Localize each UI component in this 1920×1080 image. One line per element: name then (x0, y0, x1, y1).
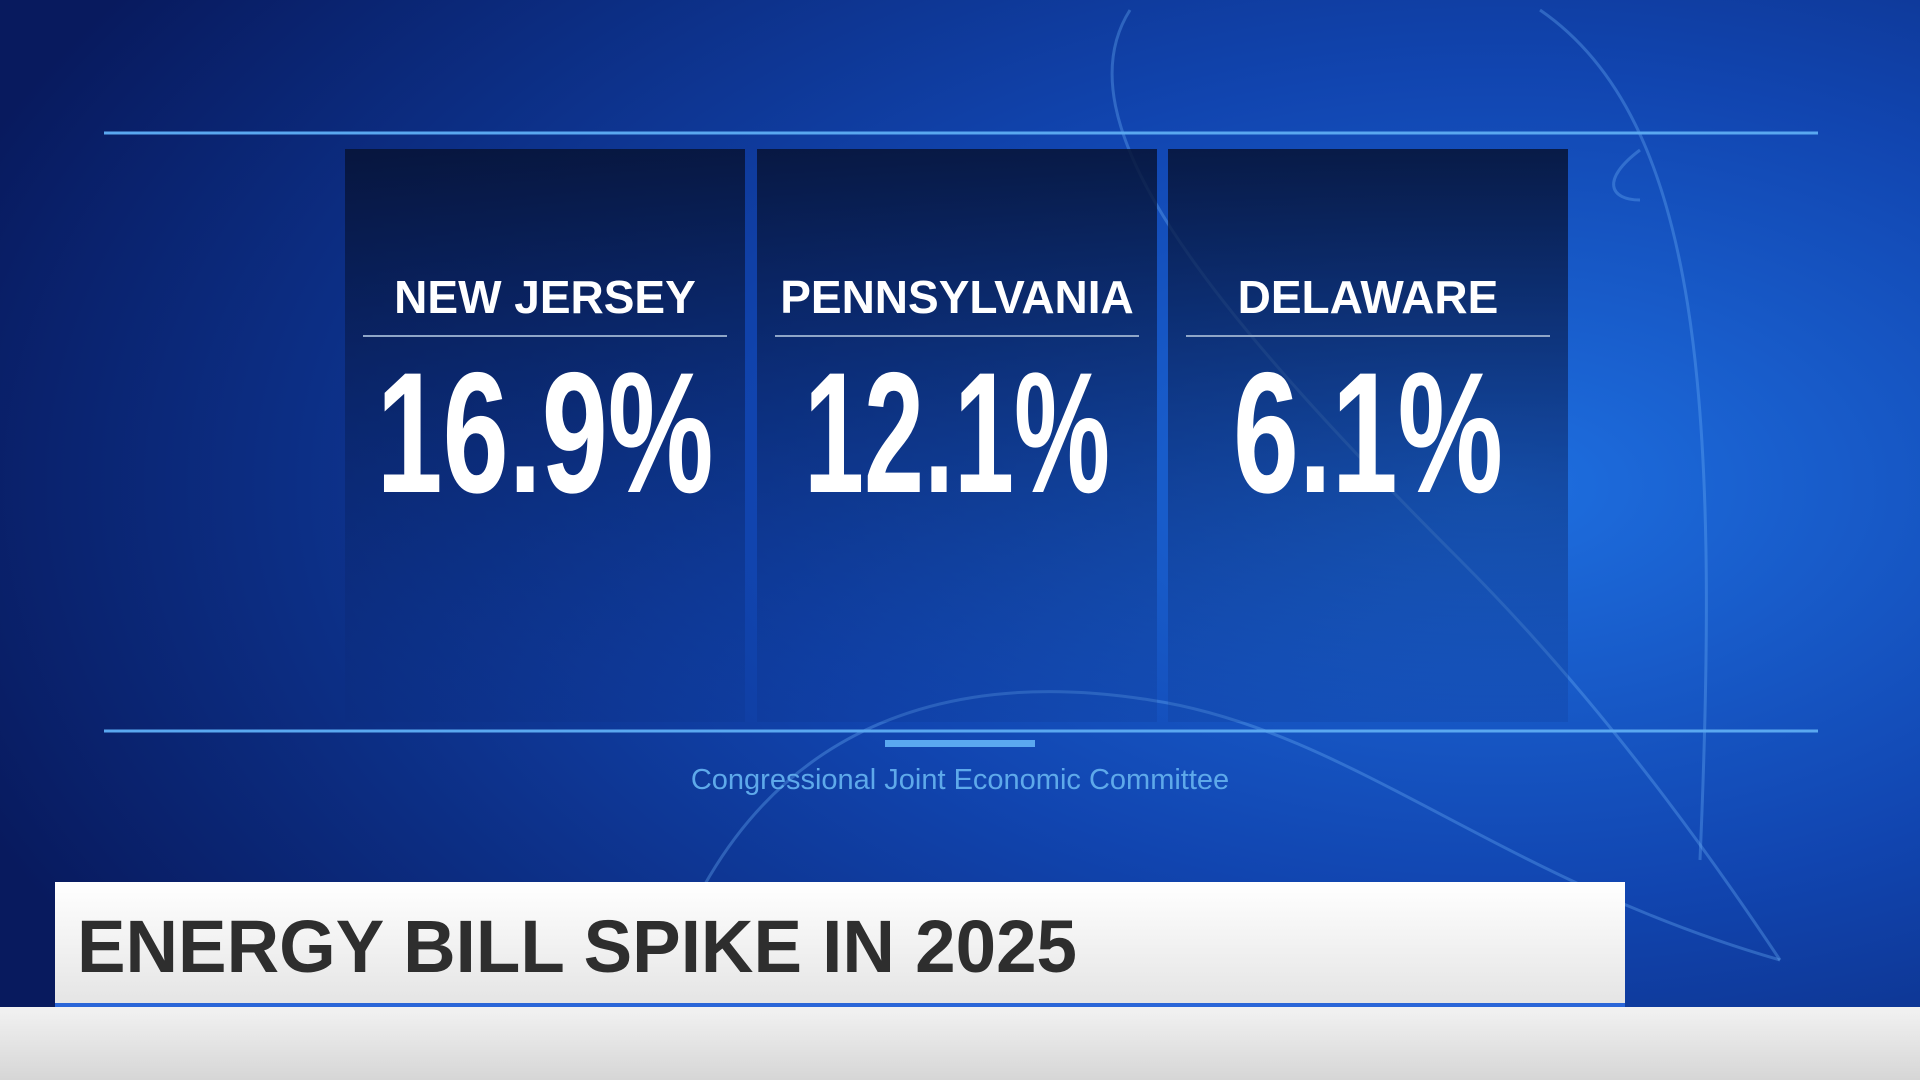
panels: NEW JERSEY 16.9% PENNSYLVANIA 12.1% DELAWARE… (345, 149, 1568, 722)
state-label: PENNSYLVANIA (780, 271, 1134, 323)
lower-third (55, 882, 1625, 1007)
bottom-strip (0, 1007, 1920, 1080)
percent-value: 16.9% (377, 337, 714, 529)
source-accent (885, 740, 1035, 747)
headline: ENERGY BILL SPIKE IN 2025 (77, 905, 1077, 988)
panel (1168, 149, 1568, 722)
panel (345, 149, 745, 722)
percent-value: 6.1% (1233, 337, 1503, 529)
state-label: DELAWARE (1238, 271, 1499, 323)
percent-value: 12.1% (804, 337, 1110, 529)
state-label: NEW JERSEY (394, 271, 696, 323)
source: Congressional Joint Economic Committee (691, 764, 1229, 796)
panel (757, 149, 1157, 722)
